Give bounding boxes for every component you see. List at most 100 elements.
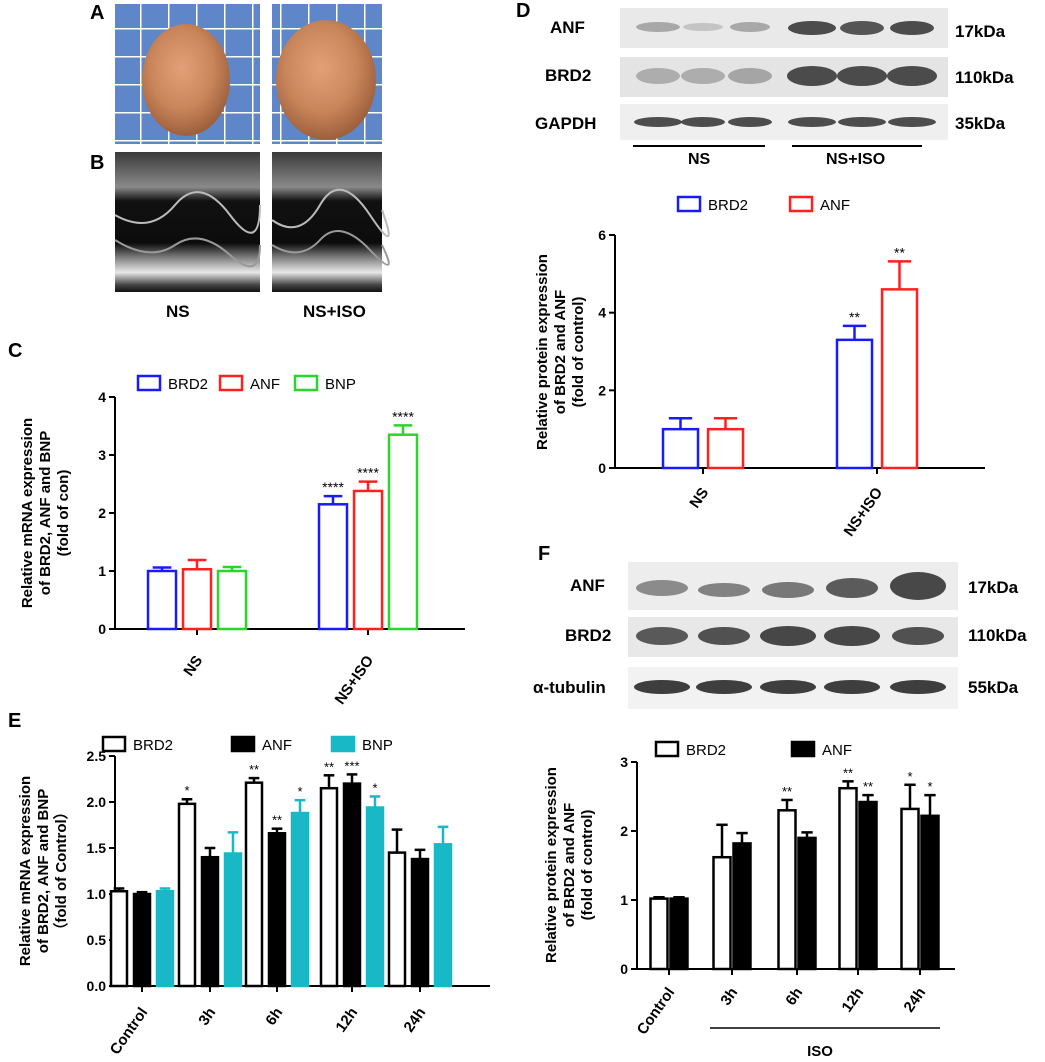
significance-label: * [907,769,912,784]
legend-label: BRD2 [686,742,726,759]
blot-d-gapdh-size: 35kDa [955,114,1006,133]
legend-swatch [330,735,356,753]
blot-f-tubulin-size: 55kDa [968,678,1019,697]
blot-d-brd2-label: BRD2 [545,66,592,85]
bar [181,568,213,631]
legend-label: BRD2 [133,737,173,754]
blot-f-brd2-size: 110kDa [968,626,1027,645]
significance-label: ** [272,813,282,828]
y-axis-label-line: (fold of con) [55,470,72,557]
blot-d-group-ns-iso: NS+ISO [826,151,886,168]
legend-label: BRD2 [708,197,748,214]
x-tick-label: 24h [901,985,930,1016]
bar [900,807,920,971]
bar [146,569,178,631]
y-tick-label: 3 [98,447,106,463]
panel-label-c: C [8,340,23,362]
y-tick-label: 2 [98,505,106,521]
significance-label: ** [782,784,792,799]
legend-swatch [676,195,702,213]
y-axis-label-line: Relative mRNA expression [17,776,34,966]
significance-label: **** [322,479,344,495]
y-axis-label-line: (fold of control) [579,810,596,921]
label-ns-iso: NS+ISO [303,302,366,321]
significance-label: * [297,784,302,799]
bar [835,338,874,470]
y-axis-label-line: Relative protein expression [534,254,551,450]
blot-f-brd2-label: BRD2 [565,626,612,645]
y-axis-label-line: Relative mRNA expression [19,418,36,608]
x-tick-label: 6h [782,985,806,1009]
bar [216,569,248,631]
y-tick-label: 0 [620,961,628,977]
blot-d-anf-size: 17kDa [955,22,1006,41]
legend-swatch [654,740,680,758]
y-axis-label: Relative protein expression of BRD2 and A… [543,767,596,963]
legend-swatch [230,735,256,753]
blot-f-anf-size: 17kDa [968,578,1019,597]
x-tick-label: 6h [262,1005,286,1029]
bar [880,288,919,470]
panel-label-f: F [538,543,551,565]
y-axis-label-line: of BRD2, ANF and BNP [37,431,54,595]
y-tick-label: 2 [598,382,606,398]
legend-swatch [790,740,816,758]
x-tick-label: Control [634,985,679,1038]
y-axis-label-line: of BRD2, ANF and BNP [35,789,52,953]
panel-label-e: E [8,710,22,732]
bar [920,814,940,971]
blot-d-brd2-size: 110kDa [955,68,1014,87]
legend-swatch [218,374,244,392]
blot-d-anf-label: ANF [550,18,585,37]
y-tick-label: 1.0 [87,886,107,902]
y-tick-label: 3 [620,754,628,770]
x-tick-label: 3h [717,985,741,1009]
y-tick-label: 0 [98,621,106,637]
bar [858,800,878,971]
y-tick-label: 1.5 [87,840,107,856]
legend-swatch [101,735,127,753]
blot-f-tubulin-label: α-tubulin [533,678,606,697]
y-axis-label: Relative mRNA expression of BRD2, ANF and… [19,418,72,608]
bar [712,855,732,971]
y-tick-label: 1 [620,892,628,908]
significance-label: ** [843,765,853,780]
legend-label: BNP [362,737,393,754]
y-tick-label: 1 [98,563,106,579]
y-axis-label-line: of BRD2 and ANF [561,803,578,927]
panel-label-a: A [90,2,105,24]
significance-label: * [184,783,189,798]
y-tick-label: 4 [98,389,106,405]
y-axis-label-line: of BRD2 and ANF [552,290,569,414]
y-axis-label-line: Relative protein expression [543,767,560,963]
y-tick-label: 0.0 [87,978,107,994]
legend-label: BNP [325,376,356,393]
significance-label: ** [863,779,873,794]
bar [777,809,797,971]
legend-label: ANF [822,742,852,759]
significance-label: ** [249,762,259,777]
bar [797,836,817,971]
significance-label: **** [357,465,379,481]
blot-f-anf-label: ANF [570,576,605,595]
legend-label: BRD2 [168,376,208,393]
x-tick-label: 3h [195,1005,219,1029]
blot-d-group-ns: NS [688,151,711,168]
legend-swatch [136,374,162,392]
y-tick-label: 2 [620,823,628,839]
blot-d-gapdh-label: GAPDH [535,114,597,133]
y-tick-label: 2.0 [87,794,107,810]
significance-label: * [927,779,932,794]
bar [317,503,349,631]
y-axis-label-line: （fold of Control） [52,804,70,937]
legend-label: ANF [820,197,850,214]
panel-label-d: D [516,0,531,22]
bar [649,897,669,971]
significance-label: *** [344,758,359,773]
y-axis-label-line: (fold of control) [570,297,587,408]
legend-swatch [293,374,319,392]
y-tick-label: 0.5 [87,932,107,948]
bar [669,897,689,971]
bar [352,489,384,631]
